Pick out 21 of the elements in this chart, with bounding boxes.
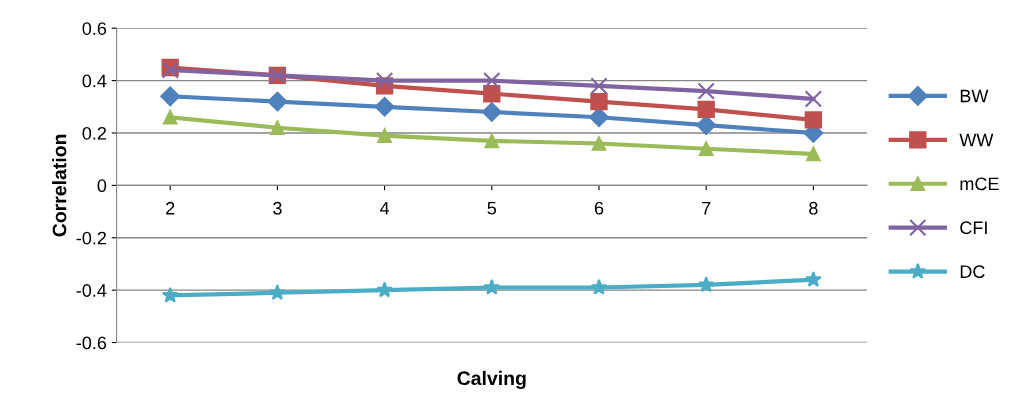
x-tick-label: 6: [594, 201, 604, 215]
y-tick-label: -0.2: [76, 231, 106, 245]
y-tick-label: -0.6: [76, 336, 107, 350]
y-tick-label: 0.4: [82, 74, 107, 88]
y-axis-title: Correlation: [52, 134, 67, 237]
legend-label: CFI: [960, 221, 987, 235]
y-tick-label: 0: [97, 179, 107, 193]
legend-label: DC: [960, 265, 985, 279]
y-tick-label: 0.6: [82, 22, 107, 35]
legend-label: BW: [960, 89, 989, 103]
legend-label: WW: [959, 133, 994, 147]
x-axis-title: Calving: [457, 370, 526, 390]
x-tick-label: 3: [273, 201, 282, 215]
x-tick-label: 7: [702, 202, 711, 215]
legend-label: mCE: [960, 177, 999, 191]
x-tick-label: 8: [809, 201, 818, 215]
y-tick-label: -0.4: [76, 284, 107, 297]
x-tick-label: 4: [379, 202, 390, 215]
x-tick-label: 2: [166, 201, 175, 215]
y-tick-label: 0.2: [82, 126, 106, 140]
x-tick-label: 5: [487, 202, 497, 215]
